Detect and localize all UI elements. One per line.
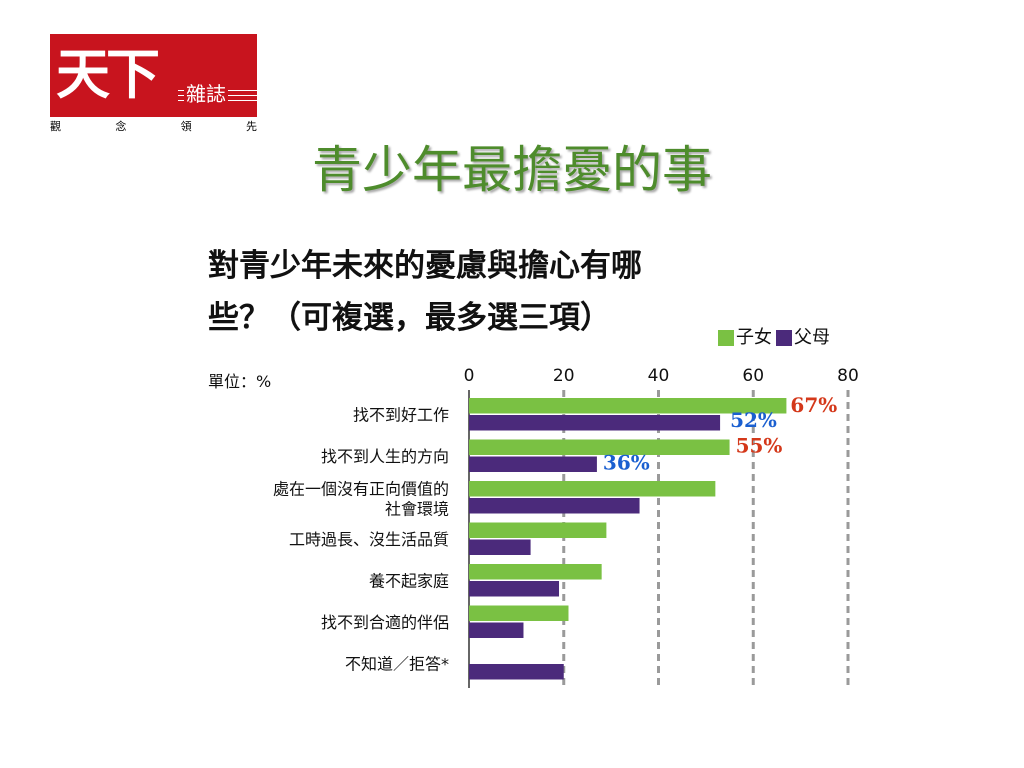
x-tick-label: 0 [464,366,475,386]
legend-swatch [718,330,734,346]
bar-children [469,481,716,497]
legend-item-parents: 父母 [776,328,830,348]
bar-children [469,398,787,414]
bar-parents [469,456,597,472]
category-label: 社會環境 [385,500,449,519]
category-label: 處在一個沒有正向價值的 [273,480,449,499]
bar-parents [469,539,531,555]
category-label: 找不到好工作 [353,406,449,425]
survey-question: 對青少年未來的憂慮與擔心有哪 些？（可複選，最多選三項） [208,240,808,344]
x-tick-label: 20 [553,366,575,386]
category-label: 養不起家庭 [369,572,449,591]
logo-motto-char: 領 [180,120,192,133]
data-label: 52% [730,408,777,432]
logo: 天下 雜誌 觀 念 領 先 [50,34,257,134]
category-label: 找不到人生的方向 [321,447,449,466]
bar-parents [469,581,560,597]
bar-parents [469,622,524,638]
legend-item-children: 子女 [718,328,772,348]
logo-motto: 觀 念 領 先 [50,120,257,134]
category-label: 工時過長、沒生活品質 [289,530,449,549]
logo-motto-char: 觀 [50,120,61,133]
logo-motto-char: 先 [245,120,257,133]
unit-label: 單位：% [208,372,272,391]
data-label: 55% [736,434,783,458]
survey-question-line: 些？（可複選，最多選三項） [208,300,611,336]
x-tick-label: 60 [742,366,764,386]
logo-motto-char: 念 [115,120,127,133]
chart-legend: 子女 父母 [718,328,834,348]
legend-label: 子女 [736,327,772,348]
bar-children [469,522,607,538]
legend-swatch [776,330,792,346]
bar-children [469,605,569,621]
logo-box: 天下 雜誌 [50,34,257,117]
x-tick-label: 80 [837,366,859,386]
category-label: 找不到合適的伴侶 [321,613,449,632]
bar-parents [469,498,640,514]
bar-parents [469,415,721,431]
data-label: 67% [790,393,837,417]
logo-sub-text: 雜誌 [184,81,228,107]
data-label: 36% [603,451,650,475]
bar-children [469,564,602,580]
page-title: 青少年最擔憂的事 [312,141,712,199]
x-tick-label: 40 [648,366,670,386]
legend-label: 父母 [794,327,830,348]
bar-parents [469,664,564,680]
survey-question-line: 對青少年未來的憂慮與擔心有哪 [208,248,642,284]
bar-children [469,439,730,455]
category-label: 不知道／拒答* [345,655,449,674]
logo-main-text: 天下 [56,42,160,106]
